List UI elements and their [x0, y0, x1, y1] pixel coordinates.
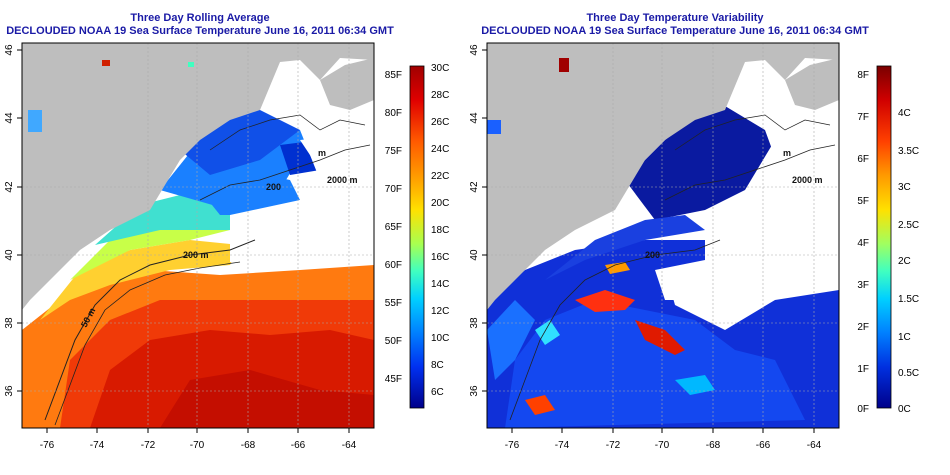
colorbar-c-label: 16C: [431, 252, 449, 263]
contour-label-200m: 200 m: [183, 250, 209, 260]
y-tick-label: 40: [4, 249, 15, 261]
x-axis: -76 -74 -72 -70 -68 -66 -64: [505, 428, 822, 451]
colorbar-f-label: 55F: [385, 298, 402, 309]
colorbar-c-label: 0.5C: [898, 368, 919, 379]
colorbar-f-label: 0F: [857, 404, 869, 415]
colorbar-f-label: 50F: [385, 336, 402, 347]
contour-label-m: m: [318, 148, 326, 158]
sst-variability-panel: Three Day Temperature Variability DECLOU…: [469, 0, 950, 475]
colorbar-c-label: 24C: [431, 144, 449, 155]
colorbar-c-label: 10C: [431, 333, 449, 344]
x-tick-label: -66: [756, 440, 771, 451]
y-axis: 36 38 40 42 44 46: [469, 44, 487, 397]
variability-colorbar: 8F 7F 6F 5F 4F 3F 2F 1F 0F 4C 3.5C 3C 2.…: [857, 65, 919, 415]
celsius-scale: 30C 28C 26C 24C 22C 20C 18C 16C 14C 12C …: [431, 63, 449, 398]
colorbar-c-label: 12C: [431, 306, 449, 317]
y-tick-label: 38: [469, 317, 480, 329]
colorbar-c-label: 22C: [431, 171, 449, 182]
colorbar-f-label: 75F: [385, 146, 402, 157]
sst-average-panel: Three Day Rolling Average DECLOUDED NOAA…: [4, 12, 449, 451]
colorbar-f-label: 2F: [857, 322, 869, 333]
x-tick-label: -72: [606, 440, 621, 451]
colorbar-c-label: 6C: [431, 387, 444, 398]
fahrenheit-scale: 8F 7F 6F 5F 4F 3F 2F 1F 0F: [857, 70, 869, 415]
colorbar-f-label: 70F: [385, 184, 402, 195]
panel-subtitle: DECLOUDED NOAA 19 Sea Surface Temperatur…: [6, 25, 394, 37]
y-tick-label: 40: [469, 249, 480, 261]
colorbar-c-label: 3C: [898, 182, 911, 193]
x-tick-label: -68: [706, 440, 721, 451]
contour-label-200: 200: [645, 250, 660, 260]
map-frame: [21, 42, 375, 429]
fahrenheit-scale: 85F 80F 75F 70F 65F 60F 55F 50F 45F: [385, 70, 402, 385]
colorbar-f-label: 85F: [385, 70, 402, 81]
y-tick-label: 36: [4, 385, 15, 397]
x-tick-label: -70: [190, 440, 205, 451]
celsius-scale: 4C 3.5C 3C 2.5C 2C 1.5C 1C 0.5C 0C: [898, 108, 919, 415]
colorbar-f-label: 6F: [857, 154, 869, 165]
colorbar-c-label: 18C: [431, 225, 449, 236]
y-tick-label: 36: [469, 385, 480, 397]
contour-label-m: m: [783, 148, 791, 158]
sst-average-map: 50 m 200 m 200 2000 m m -76 -74 -72 -70 …: [4, 42, 449, 451]
colorbar-f-label: 80F: [385, 108, 402, 119]
y-tick-label: 44: [4, 112, 15, 124]
y-tick-label: 42: [4, 181, 15, 193]
panel-subtitle: DECLOUDED NOAA 19 Sea Surface Temperatur…: [481, 25, 869, 37]
colorbar-c-label: 2C: [898, 256, 911, 267]
colorbar-c-label: 8C: [431, 360, 444, 371]
panel-title: Three Day Rolling Average: [130, 12, 270, 24]
colorbar-c-label: 1C: [898, 332, 911, 343]
colorbar-c-label: 30C: [431, 63, 449, 74]
colorbar-f-label: 3F: [857, 280, 869, 291]
colorbar-c-label: 20C: [431, 198, 449, 209]
x-tick-label: -76: [40, 440, 55, 451]
colorbar-c-label: 14C: [431, 279, 449, 290]
y-tick-label: 46: [4, 44, 15, 56]
temperature-colorbar: 85F 80F 75F 70F 65F 60F 55F 50F 45F 30C …: [385, 63, 449, 409]
x-axis: -76 -74 -72 -70 -68 -66 -64: [40, 428, 357, 451]
sst-variability-map: 200 2000 m m -76 -74 -72 -70 -68 -66 -64: [469, 42, 919, 451]
colorbar-f-label: 7F: [857, 112, 869, 123]
colorbar-f-label: 65F: [385, 222, 402, 233]
contour-label-2000m: 2000 m: [792, 175, 823, 185]
contour-label-200: 200: [266, 182, 281, 192]
map-field: 50 m 200 m 200 2000 m m: [22, 43, 374, 428]
colorbar-f-label: 5F: [857, 196, 869, 207]
y-tick-label: 38: [4, 317, 15, 329]
colorbar-f-label: 60F: [385, 260, 402, 271]
colorbar-c-label: 3.5C: [898, 146, 919, 157]
colorbar-c-label: 2.5C: [898, 220, 919, 231]
x-tick-label: -72: [141, 440, 156, 451]
colorbar-c-label: 4C: [898, 108, 911, 119]
x-tick-label: -66: [291, 440, 306, 451]
colorbar-f-label: 4F: [857, 238, 869, 249]
colorbar-f-label: 45F: [385, 374, 402, 385]
x-tick-label: -74: [90, 440, 105, 451]
colorbar-c-label: 0C: [898, 404, 911, 415]
colorbar-f-label: 8F: [857, 70, 869, 81]
x-tick-label: -64: [342, 440, 357, 451]
x-tick-label: -68: [241, 440, 256, 451]
colorbar-c-label: 28C: [431, 90, 449, 101]
y-tick-label: 44: [469, 112, 480, 124]
contour-label-2000m: 2000 m: [327, 175, 358, 185]
map-frame: [486, 42, 840, 429]
colorbar-f-label: 1F: [857, 364, 869, 375]
x-tick-label: -70: [655, 440, 670, 451]
colorbar-gradient: [876, 65, 892, 409]
panel-title: Three Day Temperature Variability: [586, 12, 764, 24]
colorbar-c-label: 26C: [431, 117, 449, 128]
y-tick-label: 42: [469, 181, 480, 193]
colorbar-c-label: 1.5C: [898, 294, 919, 305]
colorbar-gradient: [409, 65, 425, 409]
y-axis: 36 38 40 42 44 46: [4, 44, 22, 397]
x-tick-label: -74: [555, 440, 570, 451]
map-field: 200 2000 m m: [487, 43, 839, 428]
x-tick-label: -64: [807, 440, 822, 451]
x-tick-label: -76: [505, 440, 520, 451]
y-tick-label: 46: [469, 44, 480, 56]
